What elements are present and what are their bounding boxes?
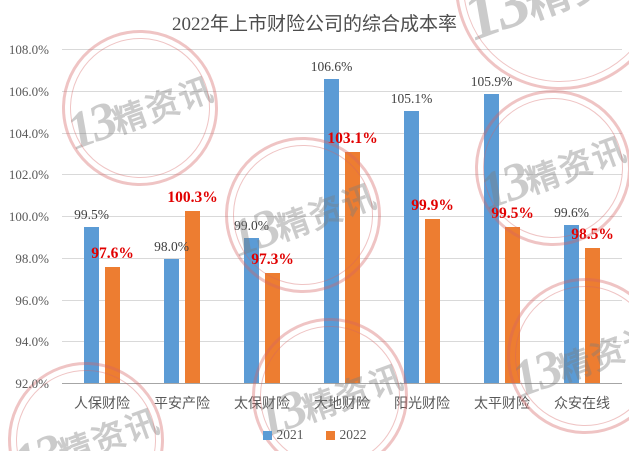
legend-item-2022: 2022 [325,427,367,443]
data-label-2021: 99.0% [234,217,269,233]
bar-2021 [244,237,259,384]
y-axis-tick-label: 108.0% [8,42,49,57]
x-axis-category-label: 太平财险 [474,397,530,412]
data-label-2021: 98.0% [154,238,189,254]
gridline [62,49,622,50]
bar-2022 [345,152,360,384]
x-axis-category-label: 大地财险 [314,397,370,412]
legend-label: 2021 [276,427,304,442]
bar-2022 [505,227,520,384]
data-label-2021: 106.6% [310,59,353,75]
x-axis-category-label: 人保财险 [74,397,130,412]
category-group: 105.1% 99.9% 阳光财险 [382,50,462,412]
data-label-2021: 99.6% [554,205,589,221]
data-label-2022: 103.1% [327,130,378,148]
x-axis-category-label: 平安产险 [154,397,210,412]
gridline [62,341,622,343]
data-label-2022: 97.3% [251,251,294,269]
bar-2022 [425,219,440,384]
gridline [62,299,622,301]
y-axis-tick-label: 94.0% [15,334,49,350]
x-axis-category-label: 太保财险 [234,397,290,412]
y-axis-tick-label: 100.0% [8,209,49,224]
bar-2021 [164,258,179,384]
category-group: 99.6% 98.5% 众安在线 [542,50,622,412]
legend-swatch-2022 [325,430,335,440]
chart-title: 2022年上市财险公司的综合成本率 [171,14,457,35]
legend: 2021 2022 [0,427,629,443]
y-axis-tick-label: 102.0% [8,167,49,183]
y-axis-tick-label: 104.0% [8,125,49,141]
bar-2021 [564,225,579,384]
gridline [62,90,622,92]
data-label-2022: 100.3% [167,188,218,206]
data-label-2021: 105.9% [470,73,513,89]
data-label-2022: 97.6% [91,245,134,263]
data-label-2021: 99.5% [74,207,109,223]
y-axis-tick-label: 96.0% [15,292,49,308]
gridline [62,174,622,176]
y-axis-tick-label: 92.0% [15,376,49,391]
gridline [62,383,622,384]
legend-label: 2022 [339,427,367,442]
y-axis: 92.0% 94.0% 96.0% 98.0% 100.0% 102.0% 104.0% 10… [0,42,55,391]
gridline [62,132,622,134]
x-axis-category-label: 阳光财险 [394,397,450,412]
gridline [62,257,622,259]
bar-2022 [265,273,280,384]
category-group: 98.0% 100.3% 平安产险 [142,50,222,412]
data-label-2022: 99.5% [491,205,534,223]
y-axis-tick-label: 98.0% [15,250,49,266]
bar-2021 [324,79,339,384]
bar-2022 [105,267,120,384]
category-group: 99.0% 97.3% 太保财险 [222,50,302,412]
legend-item-2021: 2021 [262,427,304,443]
bar-2022 [585,248,600,384]
plot-area: 99.5% 97.6% 人保财险 98.0% 100.3% 平安产险 99.0% 97.3% 太… [62,49,622,412]
x-axis-category-label: 众安在线 [554,397,610,412]
category-group: 99.5% 97.6% 人保财险 [62,50,142,412]
data-label-2022: 99.9% [411,197,454,215]
bar-2021 [404,110,419,384]
bar-2021 [84,227,99,384]
bar-2021 [484,93,499,384]
bar-2022 [185,210,200,384]
category-group: 106.6% 103.1% 大地财险 [302,50,382,412]
data-label-2021: 105.1% [390,90,433,106]
legend-swatch-2021 [262,430,272,440]
gridline [62,216,622,217]
data-label-2022: 98.5% [571,226,614,244]
y-axis-tick-label: 106.0% [8,83,49,99]
category-group: 105.9% 99.5% 太平财险 [462,50,542,412]
